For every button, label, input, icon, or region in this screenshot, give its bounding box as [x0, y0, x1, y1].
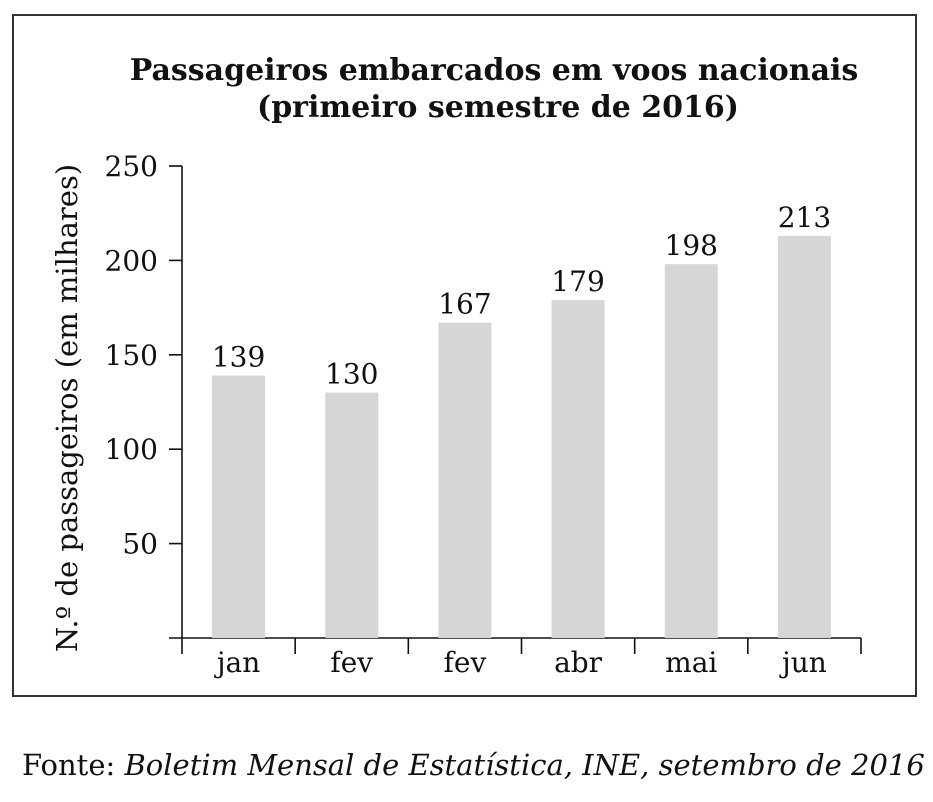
- x-tick-label: abr: [554, 646, 603, 679]
- bar: [325, 392, 379, 638]
- chart-subtitle: (primeiro semestre de 2016): [257, 90, 739, 125]
- plot-area: 50 100 150 200 250 139 jan 130 fev 167 fev 179 abr 19…: [105, 150, 862, 679]
- bar: [438, 322, 492, 638]
- source-prefix: Fonte:: [22, 748, 116, 782]
- chart-title: Passageiros embarcados em voos nacionais: [130, 53, 859, 88]
- source-citation: Fonte: Boletim Mensal de Estatística, IN…: [22, 748, 925, 782]
- x-tick-label: fev: [330, 646, 373, 679]
- bar-chart: Passageiros embarcados em voos nacionais…: [50, 53, 862, 679]
- y-tick-label: 150: [105, 339, 158, 372]
- bar-value-label: 198: [665, 229, 718, 262]
- bar: [212, 375, 266, 638]
- y-tick-label: 250: [105, 150, 158, 183]
- x-tick-label: jan: [214, 646, 260, 679]
- y-tick-label: 200: [105, 244, 158, 277]
- chart-frame: [12, 14, 917, 697]
- bar: [664, 264, 718, 638]
- bar: [777, 235, 831, 638]
- y-tick-label: 100: [105, 433, 158, 466]
- bar: [551, 300, 605, 638]
- bar-value-label: 167: [438, 288, 491, 321]
- bar-value-label: 213: [778, 201, 831, 234]
- x-tick-label: mai: [665, 646, 717, 679]
- bar-value-label: 130: [325, 358, 378, 391]
- bar-value-label: 139: [212, 341, 265, 374]
- x-tick-label: fev: [444, 646, 487, 679]
- x-tick-label: jun: [779, 646, 827, 679]
- source-reference: Boletim Mensal de Estatística, INE, sete…: [124, 748, 925, 782]
- y-axis-label: N.º de passageiros (em milhares): [50, 164, 84, 652]
- bar-value-label: 179: [551, 265, 604, 298]
- y-tick-label: 50: [122, 528, 158, 561]
